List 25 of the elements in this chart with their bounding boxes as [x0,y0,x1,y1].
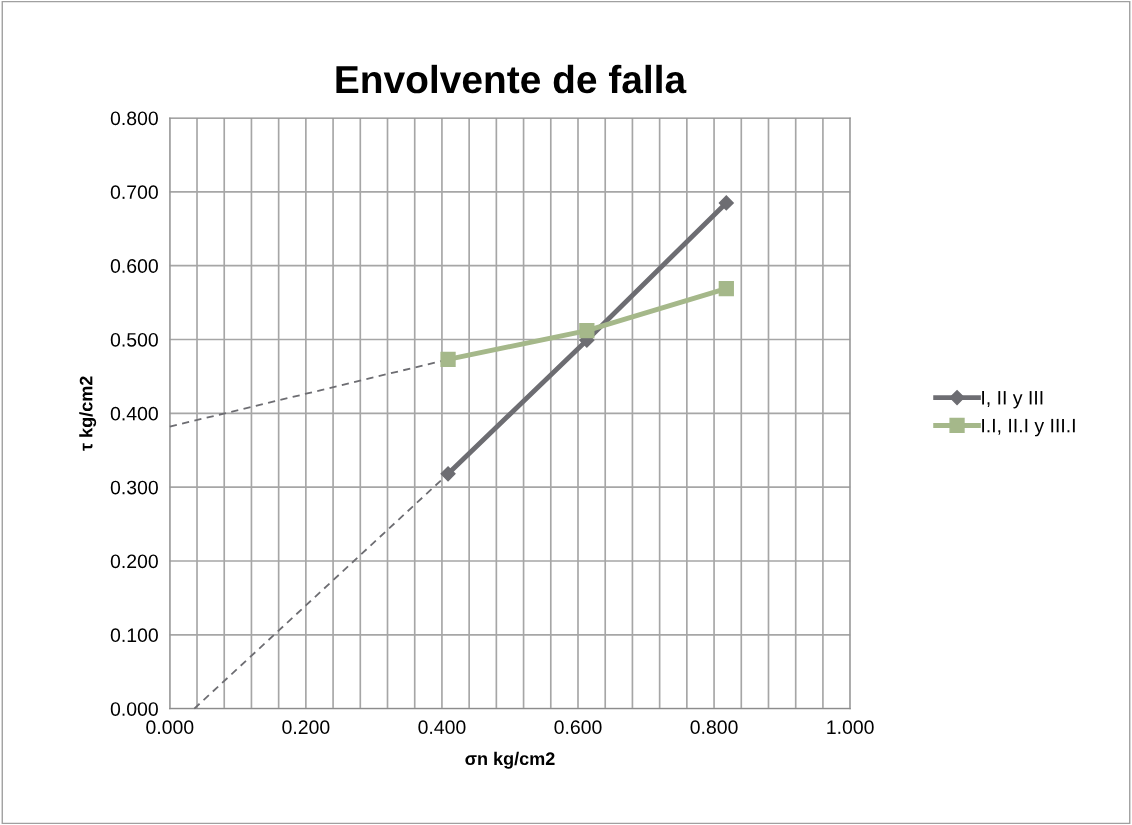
y-tick-label: 0.800 [110,111,158,126]
x-tick-label: 0.000 [146,720,194,735]
x-tick-label: 0.600 [554,720,602,735]
y-tick-label: 0.300 [110,480,158,495]
y-tick-label: 0.100 [110,628,158,643]
x-tick-label: 0.800 [690,720,738,735]
y-tick-label: 0.400 [110,406,158,421]
y-tick-label: 0.200 [110,554,158,569]
y-tick-label: 0.500 [110,332,158,347]
x-tick-label: 0.200 [282,720,330,735]
legend-label: I.I, II.I y III.I [982,418,1075,437]
point [440,466,456,482]
y-axis-title: τ kg/cm2 [79,376,97,451]
y-tick-label: 0.000 [110,702,158,716]
legend-label: I, II y III [982,391,1043,409]
point [440,351,456,368]
y-tick-label: 0.600 [110,259,158,273]
point [718,195,734,211]
point [579,322,595,339]
y-tick-label: 0.700 [110,185,158,200]
point [718,280,734,297]
x-tick-label: 0.400 [418,720,466,735]
x-tick-label: 1.000 [827,720,874,735]
x-axis-title: σn kg/cm2 [465,751,555,769]
chart-title: Envolvente de falla [336,64,687,94]
